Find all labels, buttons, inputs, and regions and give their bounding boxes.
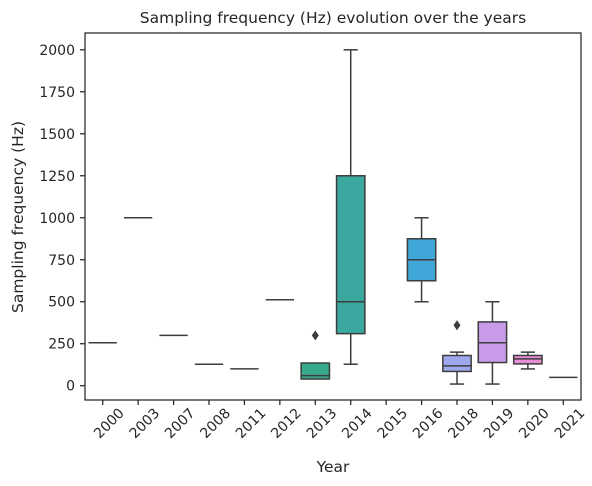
x-tick-label: 2013: [304, 405, 341, 442]
box-2020: [512, 351, 543, 370]
x-tick-label: 2018: [445, 405, 482, 442]
x-tick-label: 2008: [197, 405, 234, 442]
plot-area: [88, 49, 578, 385]
outlier-point: [311, 330, 319, 341]
y-tick-label: 1750: [39, 85, 75, 101]
box-body: [335, 175, 366, 335]
box-2016: [406, 217, 437, 303]
x-tick-label: 2021: [552, 405, 589, 442]
chart-title: Sampling frequency (Hz) evolution over t…: [140, 9, 526, 27]
box-body: [300, 362, 331, 380]
y-axis: 0 250 500 750 1000 1250 1500 1750 2000: [39, 43, 85, 395]
box-2019: [477, 300, 508, 385]
y-tick-label: 1500: [39, 127, 75, 143]
x-tick-label: 2011: [233, 405, 270, 442]
x-tick-label: 2020: [516, 405, 553, 442]
box-body: [512, 354, 543, 365]
y-tick-label: 0: [66, 379, 75, 395]
x-axis: 2000200320072008201120122013201420152016…: [91, 400, 588, 442]
y-tick-label: 1250: [39, 169, 75, 185]
x-tick-label: 2015: [375, 405, 412, 442]
y-tick-label: 250: [48, 337, 75, 353]
y-tick-label: 2000: [39, 43, 75, 59]
x-tick-label: 2019: [481, 405, 518, 442]
box-2018: [442, 320, 472, 385]
y-tick-label: 500: [48, 295, 75, 311]
y-axis-label: Sampling frequency (Hz): [9, 121, 27, 313]
box-2014: [335, 49, 366, 365]
x-axis-label: Year: [316, 458, 350, 476]
x-tick-label: 2016: [410, 405, 447, 442]
x-tick-label: 2012: [268, 405, 305, 442]
x-tick-label: 2003: [127, 405, 164, 442]
y-tick-label: 1000: [39, 211, 75, 227]
box-body: [442, 354, 472, 373]
y-tick-label: 750: [48, 253, 75, 269]
x-tick-label: 2000: [91, 405, 128, 442]
x-tick-label: 2007: [162, 405, 199, 442]
plot-frame: [84, 32, 582, 401]
x-tick-label: 2014: [339, 405, 376, 442]
box-2013: [300, 330, 331, 380]
outlier-point: [453, 320, 461, 331]
